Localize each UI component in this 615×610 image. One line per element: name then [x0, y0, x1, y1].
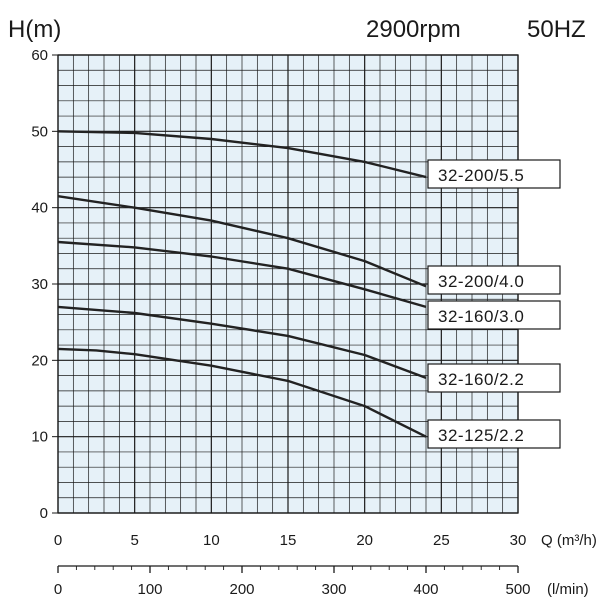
y-tick-labels: 0 10 20 30 40 50 60: [31, 47, 58, 522]
curves: [57, 130, 427, 438]
series-line: [57, 130, 427, 179]
series-label-box: [427, 363, 561, 393]
frequency-label: 50HZ: [527, 16, 586, 43]
x2-tick-label: 500: [505, 581, 530, 598]
series-line: [57, 240, 427, 309]
series-label-box: [427, 265, 561, 295]
series-label: 32-160/3.0: [427, 300, 561, 330]
x-tick-label: 25: [433, 532, 450, 549]
x2-tick-label: 100: [137, 581, 162, 598]
x-tick-label: 15: [280, 532, 297, 549]
series-label-text: 32-160/2.2: [438, 370, 524, 389]
x-tick-labels: 0 5 10 15 20 25 30: [54, 532, 527, 549]
secondary-x-axis: 0 100 200 300 400 500: [54, 565, 531, 598]
y-axis-title: H(m): [8, 16, 61, 43]
series-label: 32-160/2.2: [427, 363, 561, 393]
y-tick-label: 50: [31, 123, 48, 140]
x2-tick-label: 0: [54, 581, 62, 598]
y-tick-label: 40: [31, 200, 48, 217]
series-line: [57, 305, 427, 380]
series-label-text: 32-200/4.0: [438, 272, 524, 291]
y-tick-label: 10: [31, 429, 48, 446]
series-label: 32-125/2.2: [427, 419, 561, 449]
x-tick-label: 30: [510, 532, 527, 549]
series-label-text: 32-160/3.0: [438, 307, 524, 326]
y-tick-label: 20: [31, 352, 48, 369]
series-label-box: [427, 300, 561, 330]
x2-tick-label: 200: [229, 581, 254, 598]
x-tick-label: 10: [203, 532, 220, 549]
y-tick-label: 0: [40, 505, 48, 522]
series-labels: 32-200/5.5 32-200/4.0 32-160/3.0 32-160/2.2…: [427, 159, 561, 449]
x2-tick-label: 300: [321, 581, 346, 598]
series-label-text: 32-200/5.5: [438, 166, 524, 185]
series-label: 32-200/4.0: [427, 265, 561, 295]
x-axis-title: Q (m³/h): [541, 532, 597, 549]
x-tick-label: 20: [356, 532, 373, 549]
series-label-text: 32-125/2.2: [438, 426, 524, 445]
speed-label: 2900rpm: [366, 16, 461, 43]
series-label-box: [427, 419, 561, 449]
x2-axis-title: (l/min): [547, 581, 589, 598]
y-tick-label: 60: [31, 47, 48, 64]
series-label: 32-200/5.5: [427, 159, 561, 189]
series-line: [57, 195, 427, 288]
x2-tick-label: 400: [413, 581, 438, 598]
x-tick-label: 0: [54, 532, 62, 549]
y-tick-label: 30: [31, 276, 48, 293]
x-tick-label: 5: [130, 532, 138, 549]
series-label-box: [427, 159, 561, 189]
series-line: [57, 347, 427, 438]
